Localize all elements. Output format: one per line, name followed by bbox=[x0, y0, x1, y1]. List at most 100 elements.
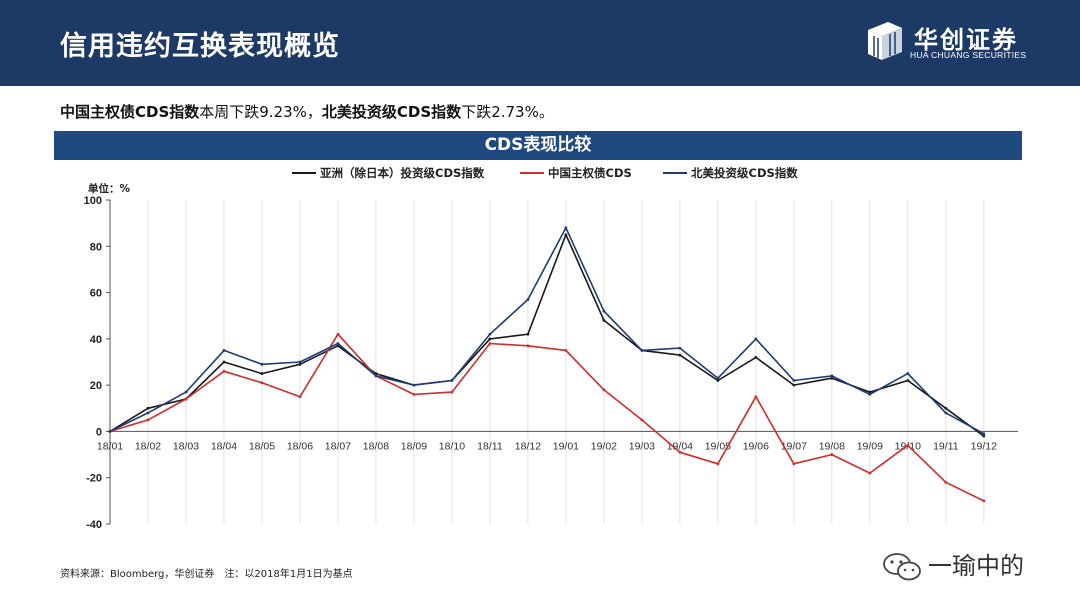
x-tick-label: 18/03 bbox=[173, 440, 199, 452]
x-tick-label: 18/07 bbox=[325, 440, 351, 452]
data-point bbox=[754, 395, 758, 399]
y-tick-label: -40 bbox=[86, 519, 102, 531]
y-tick-label: 60 bbox=[90, 288, 102, 300]
data-point bbox=[906, 379, 910, 382]
y-tick-label: 80 bbox=[90, 241, 102, 253]
data-point bbox=[754, 337, 758, 341]
data-point bbox=[754, 355, 758, 359]
data-point bbox=[982, 432, 986, 436]
data-point bbox=[108, 430, 112, 433]
x-tick-label: 18/11 bbox=[477, 440, 503, 452]
x-tick-label: 18/02 bbox=[135, 440, 161, 452]
unit-label: 单位：% bbox=[88, 182, 130, 195]
summary-bold-2: 北美投资级CDS指数 bbox=[321, 103, 462, 121]
x-tick-label: 19/05 bbox=[705, 440, 731, 452]
watermark-text: 一瑜中的 bbox=[928, 552, 1024, 580]
legend-label: 北美投资级CDS指数 bbox=[691, 166, 798, 180]
data-point bbox=[184, 397, 188, 401]
page-header: 信用违约互换表现概览 华创证券 HUA CHUANG SECURITIES bbox=[0, 0, 1080, 86]
data-point bbox=[450, 390, 454, 394]
wechat-icon bbox=[883, 553, 921, 581]
data-point bbox=[944, 406, 948, 410]
page-title: 信用违约互换表现概览 bbox=[60, 31, 340, 62]
data-point bbox=[564, 349, 568, 352]
data-point bbox=[830, 453, 834, 456]
x-tick-label: 18/10 bbox=[439, 440, 465, 452]
data-point bbox=[868, 471, 872, 475]
data-point bbox=[374, 374, 378, 378]
x-tick-label: 18/04 bbox=[211, 440, 237, 452]
x-tick-label: 19/11 bbox=[933, 440, 959, 452]
summary-text: 中国主权债CDS指数本周下跌9.23%，北美投资级CDS指数下跌2.73%。 bbox=[60, 101, 554, 122]
cds-line-chart: 100 80 60 40 20 0 -20 -40 18/01 18/02 18/03 18/04 18… bbox=[84, 166, 1018, 531]
x-tick-label: 18/01 bbox=[97, 440, 123, 452]
y-tick-label: 100 bbox=[84, 195, 102, 207]
company-logo: 华创证券 HUA CHUANG SECURITIES bbox=[864, 20, 1064, 66]
data-point bbox=[336, 332, 340, 336]
data-point bbox=[830, 374, 834, 378]
x-tick-label: 19/03 bbox=[629, 440, 655, 452]
legend-label: 亚洲（除日本）投资级CDS指数 bbox=[320, 166, 485, 180]
data-point bbox=[982, 434, 986, 438]
summary-text-2: 下跌2.73%。 bbox=[461, 103, 554, 121]
data-point bbox=[488, 332, 492, 336]
data-point bbox=[906, 372, 910, 375]
y-tick-label: 0 bbox=[96, 426, 102, 438]
data-point bbox=[298, 362, 302, 366]
legend-label: 中国主权债CDS bbox=[548, 166, 632, 180]
y-tick-label: 20 bbox=[90, 380, 102, 392]
data-point bbox=[716, 376, 720, 380]
data-point bbox=[868, 393, 872, 396]
data-point bbox=[450, 379, 454, 382]
data-point bbox=[678, 450, 682, 454]
data-point bbox=[602, 309, 606, 313]
series-line bbox=[109, 333, 985, 502]
series-line bbox=[109, 233, 985, 437]
data-point bbox=[260, 381, 264, 385]
logo-name-cn: 华创证券 bbox=[914, 26, 1018, 54]
data-point bbox=[564, 233, 568, 237]
x-tick-label: 19/08 bbox=[819, 440, 845, 452]
data-point bbox=[488, 337, 492, 341]
data-point bbox=[564, 226, 568, 230]
x-tick-label: 19/02 bbox=[591, 440, 617, 452]
x-tick-label: 18/12 bbox=[515, 440, 541, 452]
chart-banner: CDS表现比较 bbox=[54, 131, 1022, 160]
data-point bbox=[906, 443, 910, 447]
data-point bbox=[678, 353, 682, 357]
data-point bbox=[336, 342, 340, 345]
data-point bbox=[526, 344, 530, 348]
data-point bbox=[640, 418, 644, 422]
y-tick-label: 40 bbox=[90, 334, 102, 346]
data-point bbox=[678, 346, 682, 350]
series-line bbox=[109, 227, 985, 435]
logo-name-en: HUA CHUANG SECURITIES bbox=[910, 50, 1027, 60]
data-point bbox=[716, 462, 720, 466]
data-point bbox=[792, 379, 796, 382]
x-tick-label: 19/04 bbox=[667, 440, 693, 452]
watermark: 一瑜中的 bbox=[882, 546, 1024, 582]
data-point bbox=[640, 349, 644, 352]
source-note: 资料来源：Bloomberg，华创证券 注：以2018年1月1日为基点 bbox=[60, 569, 353, 580]
data-point bbox=[222, 349, 226, 352]
data-point bbox=[602, 388, 606, 392]
data-point bbox=[222, 360, 226, 364]
x-tick-label: 19/09 bbox=[857, 440, 883, 452]
data-point bbox=[944, 480, 948, 484]
data-point bbox=[792, 462, 796, 466]
data-point bbox=[184, 390, 188, 394]
logo-cube-icon bbox=[868, 22, 902, 60]
data-point bbox=[222, 369, 226, 373]
summary-text-1: 本周下跌9.23%， bbox=[199, 103, 322, 121]
data-point bbox=[792, 383, 796, 387]
data-point bbox=[526, 332, 530, 336]
data-point bbox=[412, 393, 416, 396]
data-point bbox=[944, 411, 948, 415]
x-tick-label: 18/08 bbox=[363, 440, 389, 452]
data-point bbox=[868, 390, 872, 394]
data-point bbox=[146, 411, 150, 415]
x-tick-label: 18/05 bbox=[249, 440, 275, 452]
y-tick-label: -20 bbox=[86, 473, 102, 485]
x-tick-label: 18/06 bbox=[287, 440, 313, 452]
data-point bbox=[298, 395, 302, 399]
